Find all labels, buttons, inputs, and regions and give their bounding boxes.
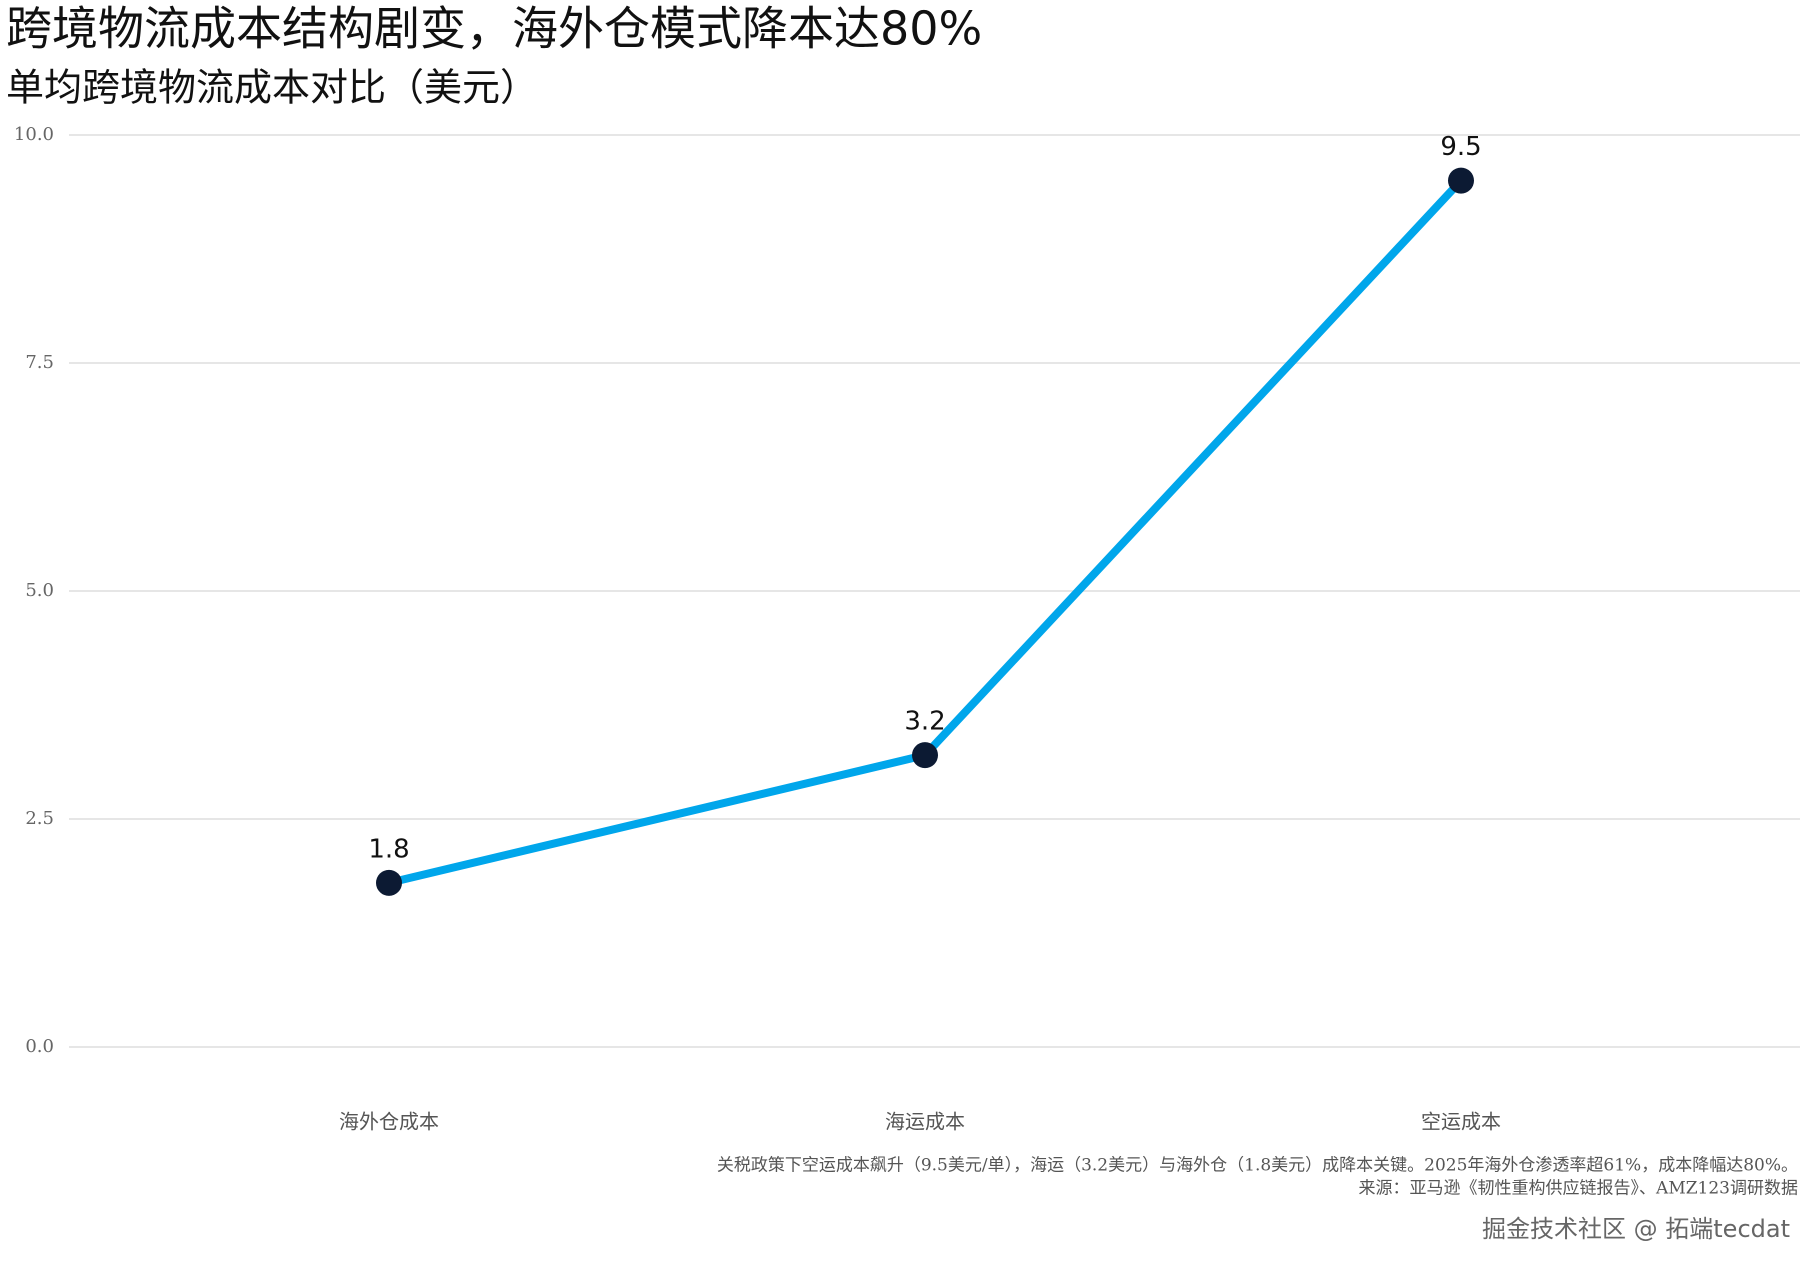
data-label: 1.8 <box>368 834 409 864</box>
caption: 来源：亚马逊《韧性重构供应链报告》、AMZ123调研数据 <box>1359 1179 1798 1199</box>
data-label: 9.5 <box>1440 132 1481 162</box>
point <box>376 869 402 896</box>
y-tick-label: 7.5 <box>25 352 54 373</box>
y-tick-label: 0.0 <box>25 1036 54 1057</box>
caption: 关税政策下空运成本飙升（9.5美元/单），海运（3.2美元）与海外仓（1.8美元… <box>717 1156 1798 1176</box>
line <box>388 177 1464 887</box>
y-tick-label: 2.5 <box>25 808 54 829</box>
y-tick-label: 5.0 <box>25 580 54 601</box>
x-tick-label: 空运成本 <box>1421 1110 1501 1134</box>
chart-subtitle: 单均跨境物流成本对比（美元） <box>6 66 538 110</box>
x-tick-label: 海运成本 <box>885 1110 965 1134</box>
chart-title: 跨境物流成本结构剧变，海外仓模式降本达80% <box>6 2 982 56</box>
data-label: 3.2 <box>904 707 945 737</box>
x-tick-label: 海外仓成本 <box>339 1110 439 1134</box>
watermark: 掘金技术社区 @ 拓端tecdat <box>1482 1215 1790 1243</box>
point <box>1448 167 1474 194</box>
point <box>912 742 938 769</box>
y-tick-label: 10.0 <box>14 124 54 145</box>
